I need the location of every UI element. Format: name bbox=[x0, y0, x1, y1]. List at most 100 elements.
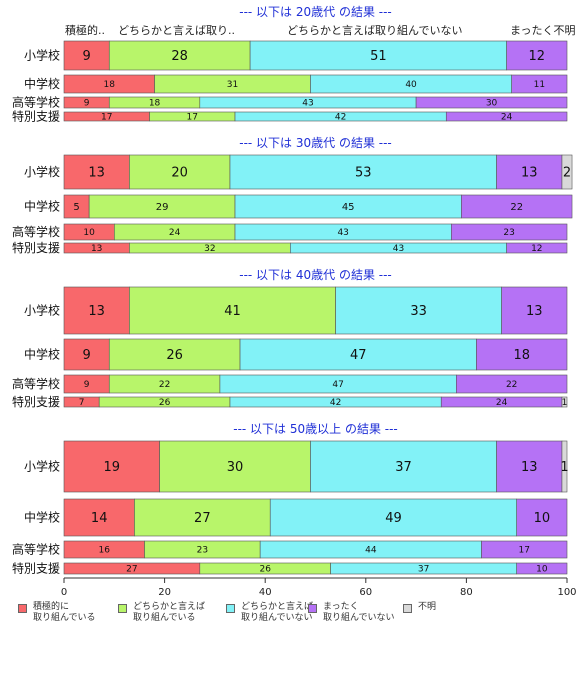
bar-segment bbox=[496, 440, 563, 493]
bar-segment bbox=[63, 286, 130, 335]
bar-segment bbox=[445, 111, 568, 122]
x-tick-label: 100 bbox=[557, 587, 576, 598]
data-label: 13 bbox=[521, 166, 538, 181]
row-label: 高等学校 bbox=[12, 542, 60, 557]
legend-item-not-active: まったく 取り組んでいない bbox=[308, 602, 395, 624]
data-label: 17 bbox=[519, 546, 530, 556]
column-header: どちらかと言えば取り組んでいない bbox=[287, 24, 462, 37]
row-label: 小学校 bbox=[24, 459, 60, 474]
data-label: 45 bbox=[342, 202, 355, 213]
data-label: 28 bbox=[171, 49, 188, 64]
data-label: 49 bbox=[385, 511, 402, 526]
bar-segment bbox=[63, 40, 110, 71]
bar-segment bbox=[506, 40, 568, 71]
data-label: 23 bbox=[197, 546, 208, 556]
row-label: 小学校 bbox=[24, 164, 60, 179]
data-label: 47 bbox=[332, 380, 343, 390]
data-label: 41 bbox=[224, 304, 241, 319]
data-label: 9 bbox=[82, 348, 90, 363]
bar-segment bbox=[451, 223, 568, 241]
column-header: どちらかと言えば取り.. bbox=[118, 24, 235, 37]
bar-segment bbox=[159, 440, 311, 493]
x-tick-label: 60 bbox=[359, 587, 372, 598]
data-label: 9 bbox=[84, 380, 90, 390]
data-label: 14 bbox=[91, 511, 108, 526]
data-label: 26 bbox=[259, 565, 271, 575]
data-label: 26 bbox=[159, 398, 171, 408]
data-label: 22 bbox=[506, 380, 517, 390]
bar-segment bbox=[481, 540, 568, 559]
x-tick-label: 40 bbox=[259, 587, 272, 598]
bar-segment bbox=[511, 74, 568, 94]
data-label: 11 bbox=[534, 80, 545, 90]
bar-segment bbox=[456, 374, 568, 394]
data-label: 44 bbox=[365, 546, 377, 556]
bar-segment bbox=[496, 154, 563, 190]
bar-segment bbox=[415, 96, 568, 109]
column-header: まったく不明 bbox=[510, 24, 576, 37]
bar-segment bbox=[310, 440, 497, 493]
data-label: 7 bbox=[79, 398, 85, 408]
legend-swatch-not-active bbox=[308, 604, 317, 613]
row-label: 特別支援 bbox=[12, 109, 60, 124]
data-label: 16 bbox=[99, 546, 111, 556]
data-label: 13 bbox=[88, 166, 105, 181]
data-label: 43 bbox=[393, 244, 404, 254]
data-label: 37 bbox=[418, 565, 429, 575]
legend-label-active: 積極的に 取り組んでいる bbox=[33, 602, 96, 623]
data-label: 22 bbox=[159, 380, 170, 390]
data-label: 43 bbox=[302, 99, 313, 109]
column-header: 積極的.. bbox=[65, 23, 105, 37]
legend-label-somewhat-inactive: どちらかと言えば 取り組んでいない bbox=[241, 602, 314, 623]
data-label: 13 bbox=[88, 304, 105, 319]
data-label: 2 bbox=[563, 166, 571, 181]
data-label: 5 bbox=[73, 202, 79, 213]
data-label: 18 bbox=[104, 80, 116, 90]
bar-segment bbox=[63, 338, 110, 371]
data-label: 20 bbox=[171, 166, 188, 181]
bar-segment bbox=[239, 338, 477, 371]
data-label: 24 bbox=[169, 228, 181, 238]
row-label: 特別支援 bbox=[12, 561, 60, 576]
row-label: 特別支援 bbox=[12, 240, 60, 255]
bar-segment bbox=[63, 498, 135, 537]
row-label: 高等学校 bbox=[12, 224, 60, 239]
bar-segment bbox=[63, 440, 160, 493]
data-label: 24 bbox=[501, 113, 513, 123]
row-label: 小学校 bbox=[24, 48, 60, 63]
legend-item-active: 積極的に 取り組んでいる bbox=[18, 602, 96, 624]
data-label: 17 bbox=[187, 113, 198, 123]
bar-segment bbox=[476, 338, 568, 371]
data-label: 24 bbox=[496, 398, 508, 408]
data-label: 13 bbox=[91, 244, 102, 254]
bar-segment bbox=[516, 498, 568, 537]
legend: 積極的に 取り組んでいる どちらかと言えば 取り組んでいる どちらかと言えば 取… bbox=[18, 602, 578, 642]
x-tick-label: 0 bbox=[61, 587, 67, 598]
data-label: 18 bbox=[149, 99, 161, 109]
row-label: 中学校 bbox=[24, 199, 60, 214]
data-label: 9 bbox=[82, 49, 90, 64]
data-label: 43 bbox=[337, 228, 348, 238]
bar-segment bbox=[229, 154, 497, 190]
data-label: 47 bbox=[350, 348, 367, 363]
bar-segment bbox=[461, 194, 573, 219]
bar-segment bbox=[561, 154, 573, 190]
data-label: 1 bbox=[560, 460, 568, 475]
row-label: 中学校 bbox=[24, 510, 60, 525]
row-label: 中学校 bbox=[24, 347, 60, 362]
stacked-bar-chart: 積極的.. どちらかと言えば取り.. どちらかと言えば取り組んでいない まったく不明 -… bbox=[12, 5, 577, 598]
data-label: 17 bbox=[101, 113, 112, 123]
panel-title: --- 以下は 50歳以上 の結果 --- bbox=[233, 422, 398, 436]
x-tick-label: 20 bbox=[158, 587, 171, 598]
data-label: 30 bbox=[227, 460, 244, 475]
legend-swatch-active bbox=[18, 604, 27, 613]
data-label: 10 bbox=[83, 228, 95, 238]
data-label: 9 bbox=[84, 99, 90, 109]
bar-segment bbox=[506, 242, 568, 254]
legend-item-somewhat-active: どちらかと言えば 取り組んでいる bbox=[118, 602, 205, 624]
legend-swatch-unknown bbox=[403, 604, 412, 613]
data-label: 27 bbox=[194, 511, 211, 526]
data-label: 12 bbox=[529, 49, 546, 64]
data-label: 23 bbox=[503, 228, 514, 238]
data-label: 1 bbox=[562, 398, 568, 408]
